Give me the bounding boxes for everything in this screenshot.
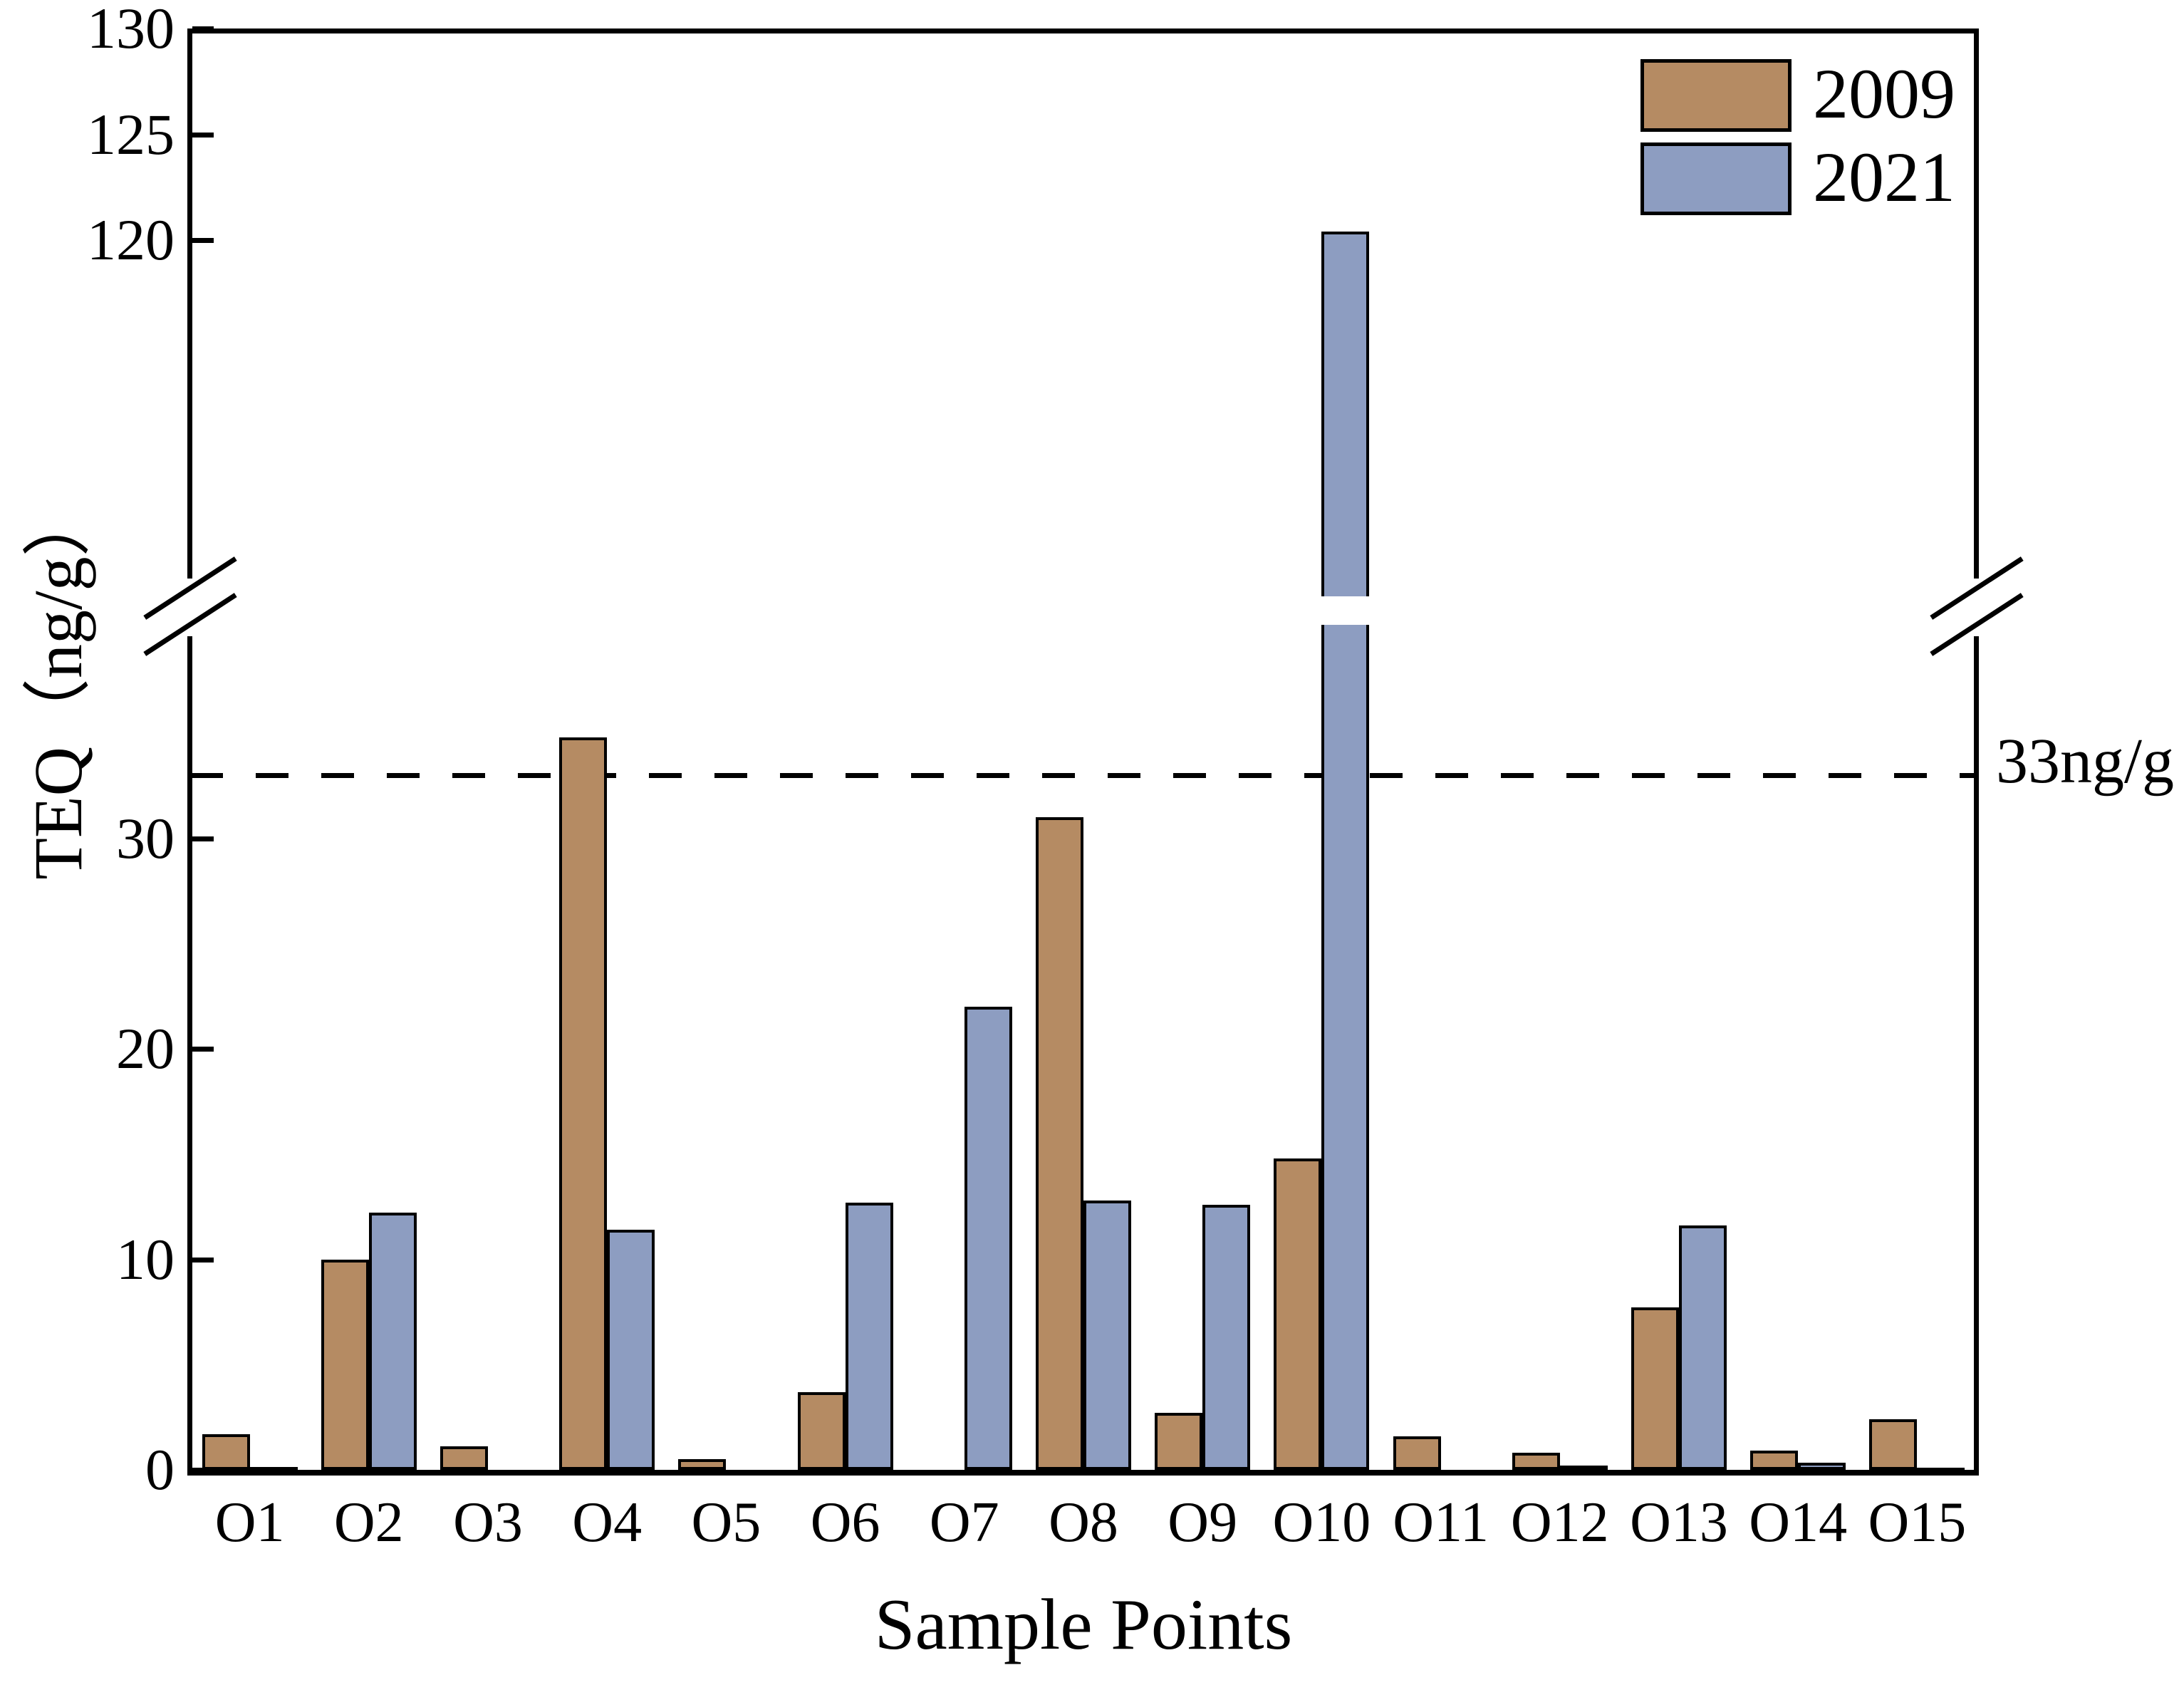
bar-2009-O15 — [1869, 1419, 1918, 1470]
bar-2009-O4 — [559, 737, 608, 1470]
bar-2021-O8 — [1083, 1200, 1131, 1470]
y-tick-20 — [192, 1047, 214, 1052]
bar-2009-O1 — [202, 1433, 250, 1470]
x-tick-label-O13: O13 — [1630, 1491, 1728, 1554]
bar-2021-O12 — [1559, 1466, 1608, 1472]
x-tick-label-O6: O6 — [810, 1491, 880, 1554]
x-tick-label-O11: O11 — [1393, 1491, 1489, 1554]
x-tick-label-O15: O15 — [1868, 1491, 1967, 1554]
x-tick-label-O1: O1 — [214, 1491, 285, 1554]
y-tick-0 — [192, 1468, 214, 1473]
bar-2009-O12 — [1512, 1453, 1560, 1470]
y-tick-125 — [192, 132, 214, 138]
bar-2009-O9 — [1155, 1413, 1203, 1470]
x-tick-label-O5: O5 — [691, 1491, 761, 1554]
bar-2009-O6 — [797, 1391, 846, 1470]
bar-2021-O4 — [607, 1230, 655, 1470]
bar-2009-O10 — [1274, 1158, 1322, 1470]
x-tick-label-O3: O3 — [453, 1491, 523, 1554]
y-tick-30 — [192, 836, 214, 841]
reference-line-33 — [190, 772, 1977, 778]
legend-label-2009: 2009 — [1813, 54, 1955, 133]
legend-label-2021: 2021 — [1813, 138, 1955, 217]
bar-2009-O5 — [678, 1459, 727, 1470]
y-tick-label-0: 0 — [145, 1437, 175, 1502]
bar-2021-O9 — [1202, 1204, 1251, 1470]
y-tick-label-130: 130 — [87, 0, 175, 61]
y-tick-label-10: 10 — [116, 1226, 175, 1292]
y-axis-title: TEQ（ng/g） — [20, 488, 96, 880]
plot-border-left — [187, 28, 192, 1476]
y-tick-120 — [192, 238, 214, 243]
y-tick-label-30: 30 — [116, 805, 175, 871]
bar-2021-O10 — [1306, 232, 1385, 1470]
bar-2009-O2 — [321, 1259, 369, 1470]
y-tick-130 — [192, 26, 214, 31]
plot-border-right — [1974, 28, 1979, 1476]
y-tick-label-20: 20 — [116, 1016, 175, 1081]
x-tick-label-O9: O9 — [1168, 1491, 1238, 1554]
bar-break-gap-O10 — [1306, 596, 1385, 625]
bar-2009-O14 — [1750, 1451, 1799, 1470]
plot-border-top — [187, 28, 1979, 33]
bar-2021-O13 — [1679, 1225, 1727, 1470]
bar-2009-O8 — [1036, 816, 1083, 1470]
threshold-label: 33ng/g — [1996, 726, 2175, 797]
x-tick-label-O4: O4 — [572, 1491, 643, 1554]
y-tick-10 — [192, 1257, 214, 1263]
bar-2009-O13 — [1631, 1307, 1679, 1470]
x-tick-label-O7: O7 — [929, 1491, 999, 1554]
x-axis-line — [187, 1470, 1979, 1476]
x-tick-label-O10: O10 — [1272, 1491, 1371, 1554]
x-tick-label-O2: O2 — [333, 1491, 404, 1554]
legend-swatch-2009 — [1640, 59, 1792, 132]
bar-2021-O1 — [249, 1466, 298, 1473]
bar-2021-O15 — [1917, 1468, 1965, 1474]
bar-2009-O11 — [1393, 1436, 1441, 1470]
bar-2009-O3 — [440, 1446, 488, 1470]
x-tick-label-O14: O14 — [1749, 1491, 1848, 1554]
legend-swatch-2021 — [1640, 142, 1792, 215]
bar-2021-O6 — [845, 1202, 893, 1470]
y-tick-label-120: 120 — [87, 207, 175, 272]
bar-2021-O2 — [368, 1213, 417, 1470]
x-axis-title: Sample Points — [874, 1585, 1293, 1665]
x-tick-label-O12: O12 — [1510, 1491, 1609, 1554]
bar-2021-O14 — [1798, 1462, 1846, 1470]
y-tick-label-125: 125 — [87, 101, 175, 167]
bar-2021-O7 — [964, 1006, 1012, 1470]
x-tick-label-O8: O8 — [1049, 1491, 1118, 1554]
